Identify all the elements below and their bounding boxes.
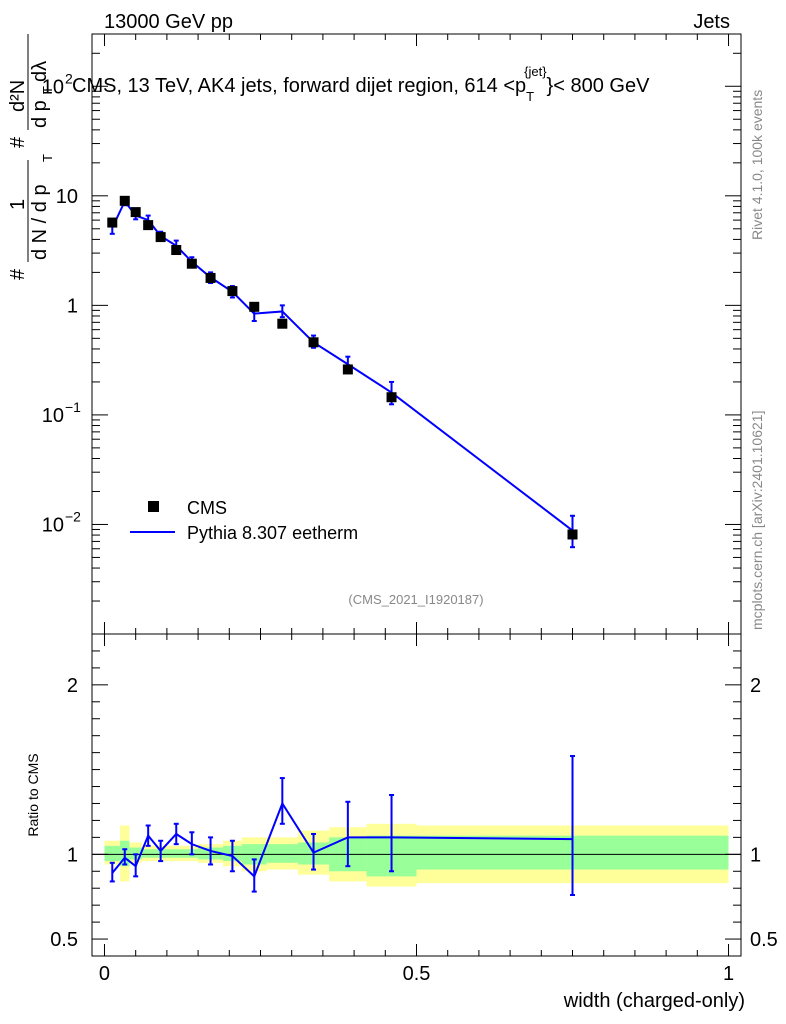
cms-point	[143, 220, 154, 231]
y-tick-exponent: −2	[65, 508, 81, 524]
cms-point	[386, 392, 397, 403]
ratio-series	[109, 755, 576, 896]
cms-point	[155, 232, 166, 243]
cms-point	[171, 245, 182, 256]
ratio-panel-frame	[91, 633, 742, 957]
top-panel-frame	[91, 33, 742, 635]
ylabel-frac1-den: d N / d p	[29, 184, 51, 260]
legend-cms-label: CMS	[187, 498, 227, 518]
legend: CMS Pythia 8.307 eetherm	[130, 498, 358, 543]
cms-point	[567, 529, 578, 540]
cms-point	[205, 272, 216, 283]
cms-point	[277, 318, 288, 329]
cms-series	[107, 195, 578, 540]
ylabel-mid: #	[7, 136, 29, 148]
title-end: }< 800 GeV	[547, 75, 651, 97]
y-tick-exponent: −1	[65, 399, 81, 415]
ylabel-frac2-den-sub: T	[40, 86, 55, 94]
ratio-y-tick-label-left: 2	[67, 675, 78, 697]
ylabel-frac1-num: 1	[7, 199, 29, 210]
cms-point	[186, 258, 197, 269]
y-tick-label: 10	[42, 405, 64, 427]
green-band	[104, 845, 121, 862]
cms-point	[227, 286, 238, 297]
cms-point	[342, 364, 353, 375]
uncertainty-bands	[104, 823, 729, 887]
x-axis-label: width (charged-only)	[563, 990, 745, 1012]
green-band	[141, 849, 155, 858]
chart-title: CMS, 13 TeV, AK4 jets, forward dijet reg…	[72, 64, 650, 104]
cms-point	[119, 195, 130, 206]
analysis-tag: (CMS_2021_I1920187)	[348, 592, 483, 607]
ratio-y-tick-label-left: 1	[67, 844, 78, 866]
header-left: 13000 GeV pp	[104, 11, 233, 33]
title-main: CMS, 13 TeV, AK4 jets, forward dijet reg…	[72, 75, 526, 97]
ratio-y-tick-label-right: 2	[750, 675, 761, 697]
rivet-label: Rivet 4.1.0, 100k events	[749, 90, 765, 240]
y-tick-exponent: 2	[65, 70, 73, 86]
header-right: Jets	[693, 11, 730, 33]
y-tick-label: 10	[42, 514, 64, 536]
ratio-y-tick-label-right: 0.5	[750, 929, 778, 951]
source-label: mcplots.cern.ch [arXiv:2401.10621]	[749, 411, 765, 630]
ratio-y-tick-label-right: 1	[750, 844, 761, 866]
y-axis-label-ratio: Ratio to CMS	[25, 753, 41, 836]
x-tick-label: 1	[723, 963, 734, 985]
ylabel-frac1-den-sub: T	[40, 154, 55, 162]
x-tick-label: 0.5	[403, 963, 431, 985]
title-sup: {jet}	[524, 64, 547, 79]
top-axis-ticks	[92, 33, 741, 956]
cms-point	[107, 217, 118, 228]
x-tick-labels: 0 0.5 1	[99, 963, 734, 985]
cms-point	[308, 337, 319, 348]
y-tick-label: 10	[56, 186, 78, 208]
cms-point	[249, 301, 260, 312]
x-tick-label: 0	[99, 963, 110, 985]
pythia-line	[111, 199, 574, 532]
y-tick-label: 10	[42, 76, 64, 98]
ylabel-frac2-num: d²N	[7, 80, 29, 112]
y-axis-label-top: # 1 d N / d p T # d²N d p T dλ	[7, 34, 55, 280]
ratio-y-tick-label-left: 0.5	[50, 929, 78, 951]
ratio-panel: 0.5 0.51 12 2 0 0.5 1 Ratio to CMS width (cha…	[25, 34, 778, 1012]
y-tick-label: 1	[67, 295, 78, 317]
legend-cms-marker	[148, 501, 159, 512]
ratio-y-tick-labels: 0.5 0.5 1 1 2 2	[50, 675, 778, 951]
ylabel-prefix: #	[7, 268, 29, 280]
legend-pythia-label: Pythia 8.307 eetherm	[187, 523, 358, 543]
green-band	[266, 844, 298, 863]
cms-point	[130, 207, 141, 218]
green-band	[166, 849, 186, 858]
title-sub: T	[526, 89, 534, 104]
ylabel-frac2-den: d p	[29, 100, 51, 128]
ylabel-frac2-end: dλ	[29, 61, 51, 82]
ratio-axis-ticks	[92, 34, 741, 957]
